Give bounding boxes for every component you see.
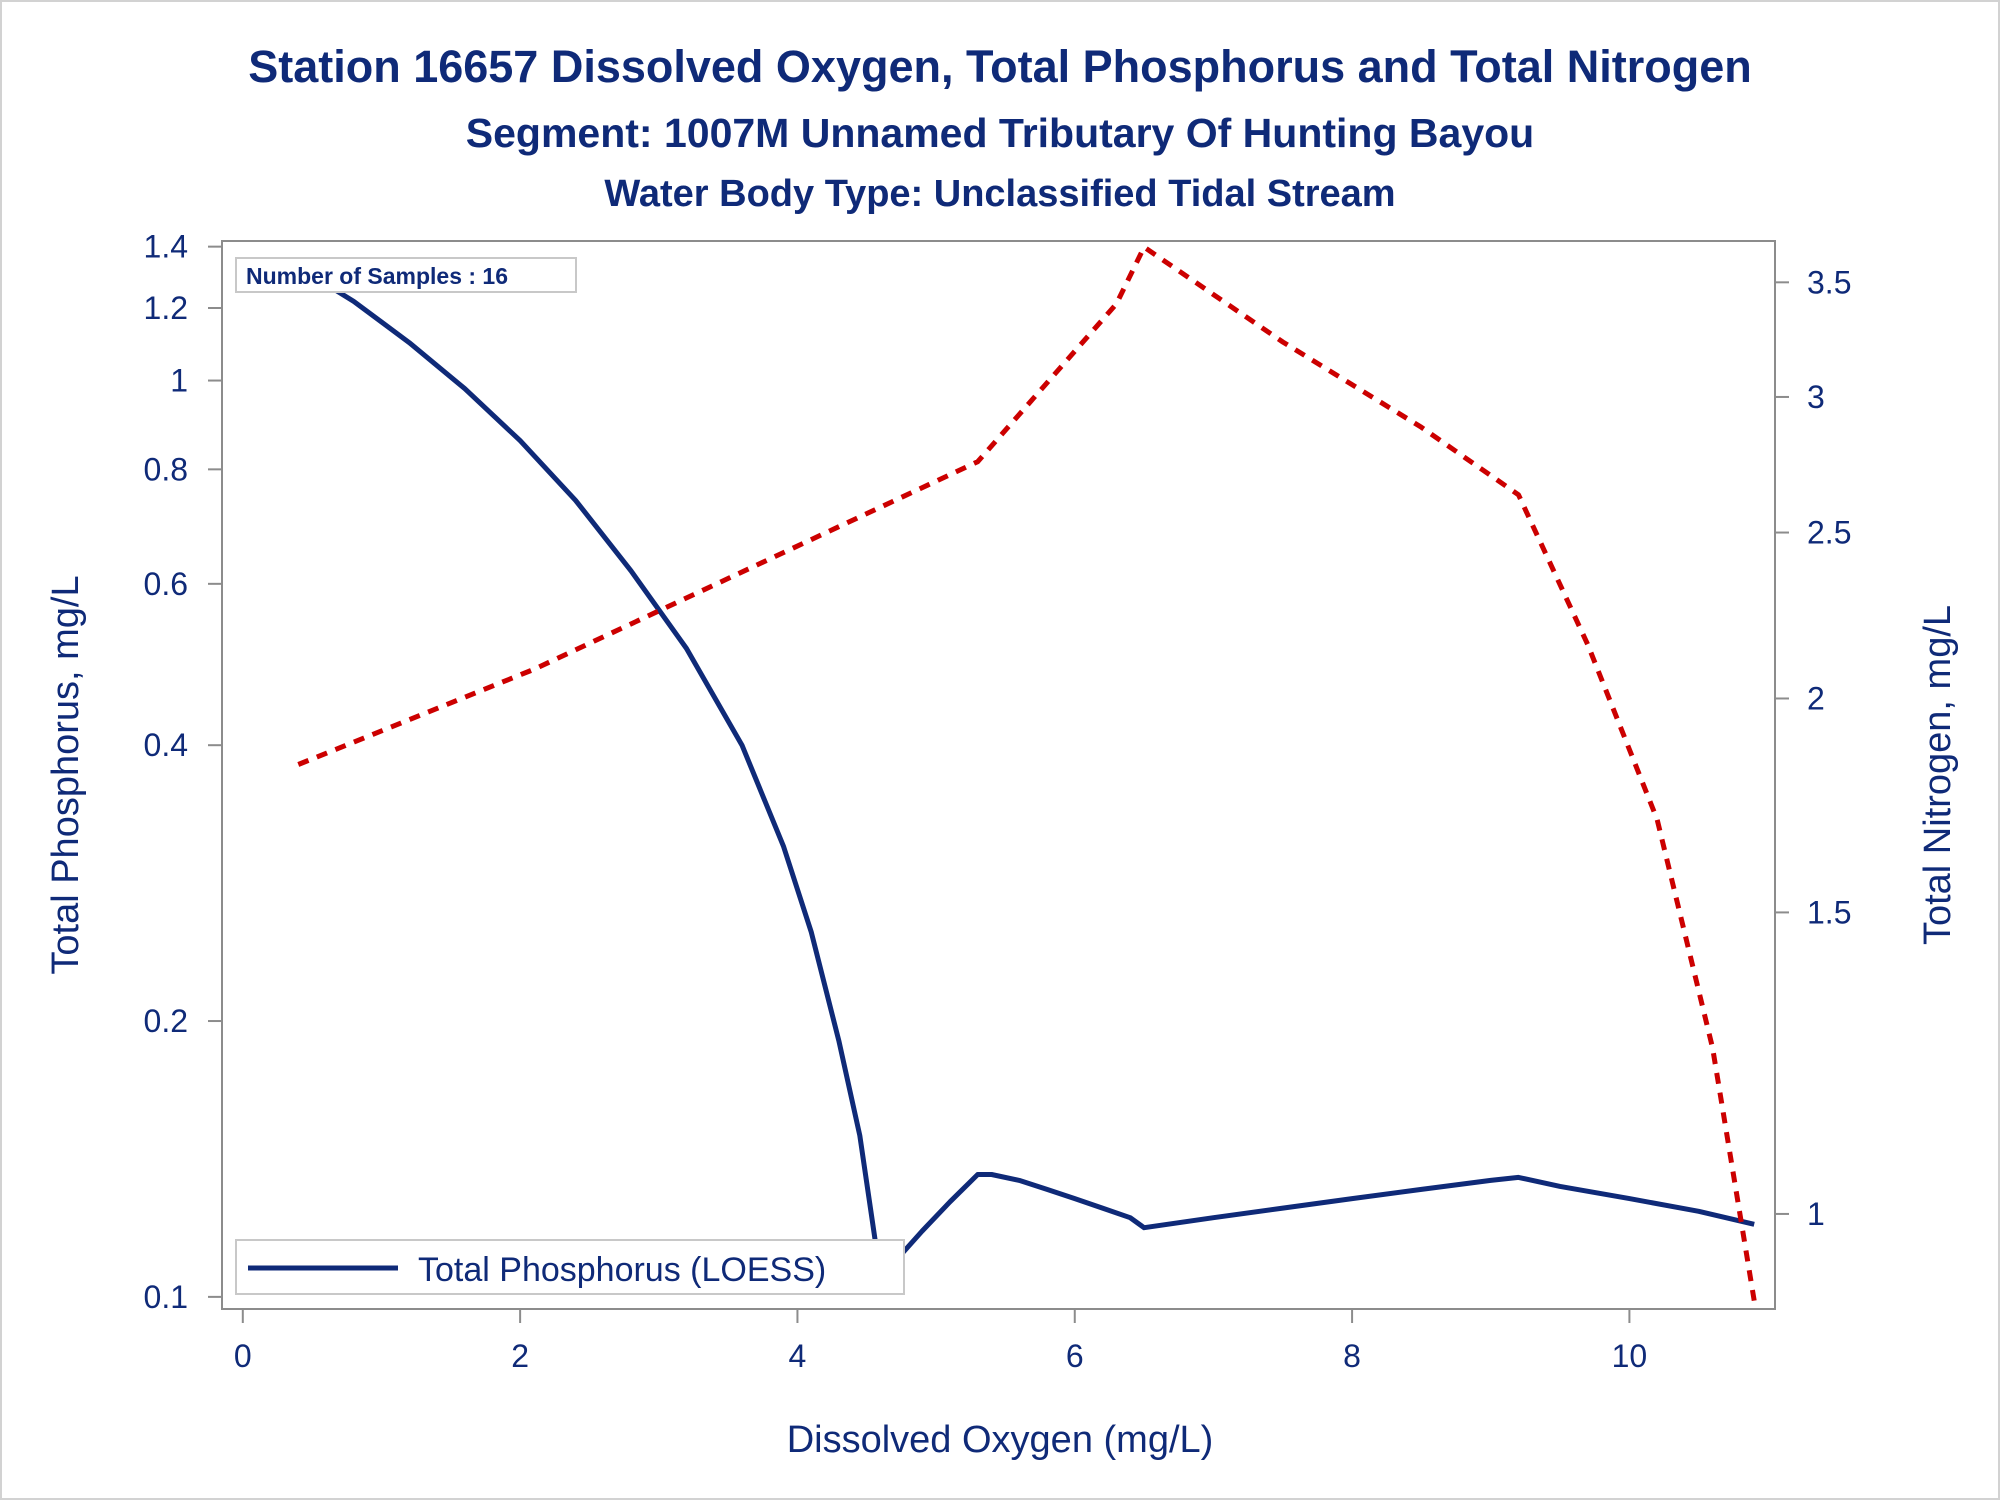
y-right-tick-label: 2 [1807,680,1825,716]
x-tick-label: 10 [1612,1338,1648,1374]
total-nitrogen-line [297,244,1757,1302]
y-left-tick-label: 0.1 [144,1279,188,1315]
y-left-tick-label: 1 [170,363,188,399]
sample-count-box [235,257,577,293]
y-axis-right-label: Total Nitrogen, mg/L [1917,605,1959,945]
y-left-tick-label: 1.2 [144,290,188,326]
y-left-tick-label: 0.8 [144,451,188,487]
chart-title: Station 16657 Dissolved Oxygen, Total Ph… [248,41,1752,92]
legend-label-phosphorus: Total Phosphorus (LOESS) [418,1251,826,1289]
y-axis-right: 1 1.5 2 2.5 3 3.5 [1775,264,1851,1232]
x-axis-label: Dissolved Oxygen (mg/L) [787,1419,1214,1461]
x-tick-label: 0 [234,1338,252,1374]
sample-count-inset: Number of Samples : 16 [235,257,577,293]
legend: Total Phosphorus (LOESS) [235,1239,905,1295]
x-tick-label: 8 [1343,1338,1361,1374]
y-left-tick-label: 1.4 [144,229,188,265]
y-right-tick-label: 1 [1807,1196,1825,1232]
x-tick-label: 6 [1066,1338,1084,1374]
chart-subtitle-2: Water Body Type: Unclassified Tidal Stre… [604,173,1395,215]
y-axis-left-label: Total Phosphorus, mg/L [45,575,87,974]
chart-subtitle: Segment: 1007M Unnamed Tributary Of Hunt… [466,110,1534,156]
sample-count-text: Number of Samples : 16 [246,263,508,289]
y-left-tick-label: 0.6 [144,566,188,602]
y-left-tick-label: 0.2 [144,1003,188,1039]
y-right-tick-label: 3 [1807,379,1825,415]
series-layer [296,244,1757,1302]
plot-area [221,240,1776,1310]
total-phosphorus-line [296,264,1755,1280]
y-right-tick-label: 2.5 [1807,515,1851,551]
x-axis: 0 2 4 6 8 10 [234,1309,1647,1374]
y-right-tick-label: 1.5 [1807,894,1851,930]
y-left-tick-label: 0.4 [144,727,188,763]
y-axis-left: 0.1 0.2 0.4 0.6 0.8 1 1.2 1.4 [144,229,222,1315]
y-right-tick-label: 3.5 [1807,264,1851,300]
x-tick-label: 4 [789,1338,807,1374]
x-tick-label: 2 [511,1338,529,1374]
